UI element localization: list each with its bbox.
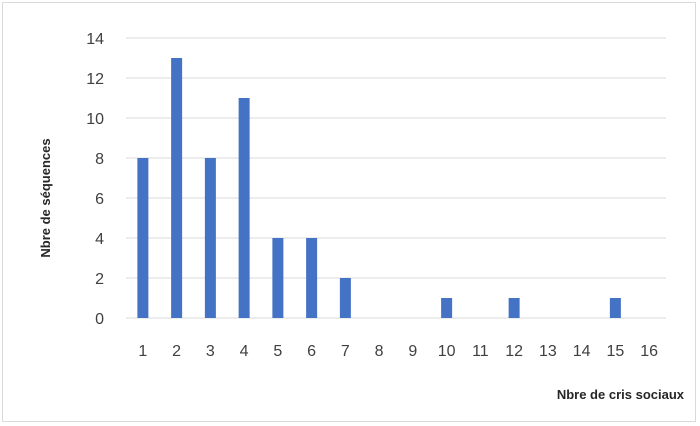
bar-5	[272, 238, 284, 318]
y-tick-label: 0	[95, 311, 104, 328]
x-tick-label: 11	[472, 343, 489, 360]
y-tick-label: 4	[95, 231, 104, 248]
bars	[137, 58, 621, 318]
x-tick-label: 4	[240, 343, 249, 360]
x-tick-label: 7	[341, 343, 350, 360]
bar-7	[339, 278, 351, 318]
y-tick-label: 6	[95, 191, 104, 208]
x-tick-label: 10	[438, 343, 456, 360]
y-tick-label: 14	[86, 31, 104, 48]
x-tick-label: 15	[606, 343, 624, 360]
bar-2	[171, 58, 183, 318]
x-tick-label: 16	[640, 343, 658, 360]
x-tick-label: 2	[172, 343, 181, 360]
x-tick-label: 12	[505, 343, 523, 360]
x-tick-labels: 1 2 3 4 5 6 7 8 9 10 11 12 13 14 15 16	[138, 343, 658, 360]
y-tick-label: 10	[86, 111, 104, 128]
y-tick-label: 12	[86, 71, 104, 88]
x-tick-label: 14	[573, 343, 591, 360]
gridlines	[126, 37, 666, 319]
y-tick-label: 2	[95, 271, 104, 288]
bar-10	[441, 298, 453, 318]
bar-15	[609, 298, 621, 318]
bar-6	[306, 238, 318, 318]
y-tick-labels: 0 2 4 6 8 10 12 14	[86, 31, 104, 328]
x-tick-label: 13	[539, 343, 557, 360]
y-tick-label: 8	[95, 151, 104, 168]
bar-1	[137, 158, 149, 318]
x-tick-label: 6	[307, 343, 316, 360]
y-axis-title: Nbre de séquences	[38, 138, 53, 257]
bar-12	[508, 298, 520, 318]
x-tick-label: 9	[408, 343, 417, 360]
x-axis-title: Nbre de cris sociaux	[557, 387, 685, 402]
bar-3	[204, 158, 216, 318]
x-tick-label: 8	[375, 343, 384, 360]
bar-4	[238, 98, 250, 318]
x-tick-label: 5	[273, 343, 282, 360]
x-tick-label: 3	[206, 343, 215, 360]
x-tick-label: 1	[138, 343, 147, 360]
chart-frame	[2, 2, 696, 422]
